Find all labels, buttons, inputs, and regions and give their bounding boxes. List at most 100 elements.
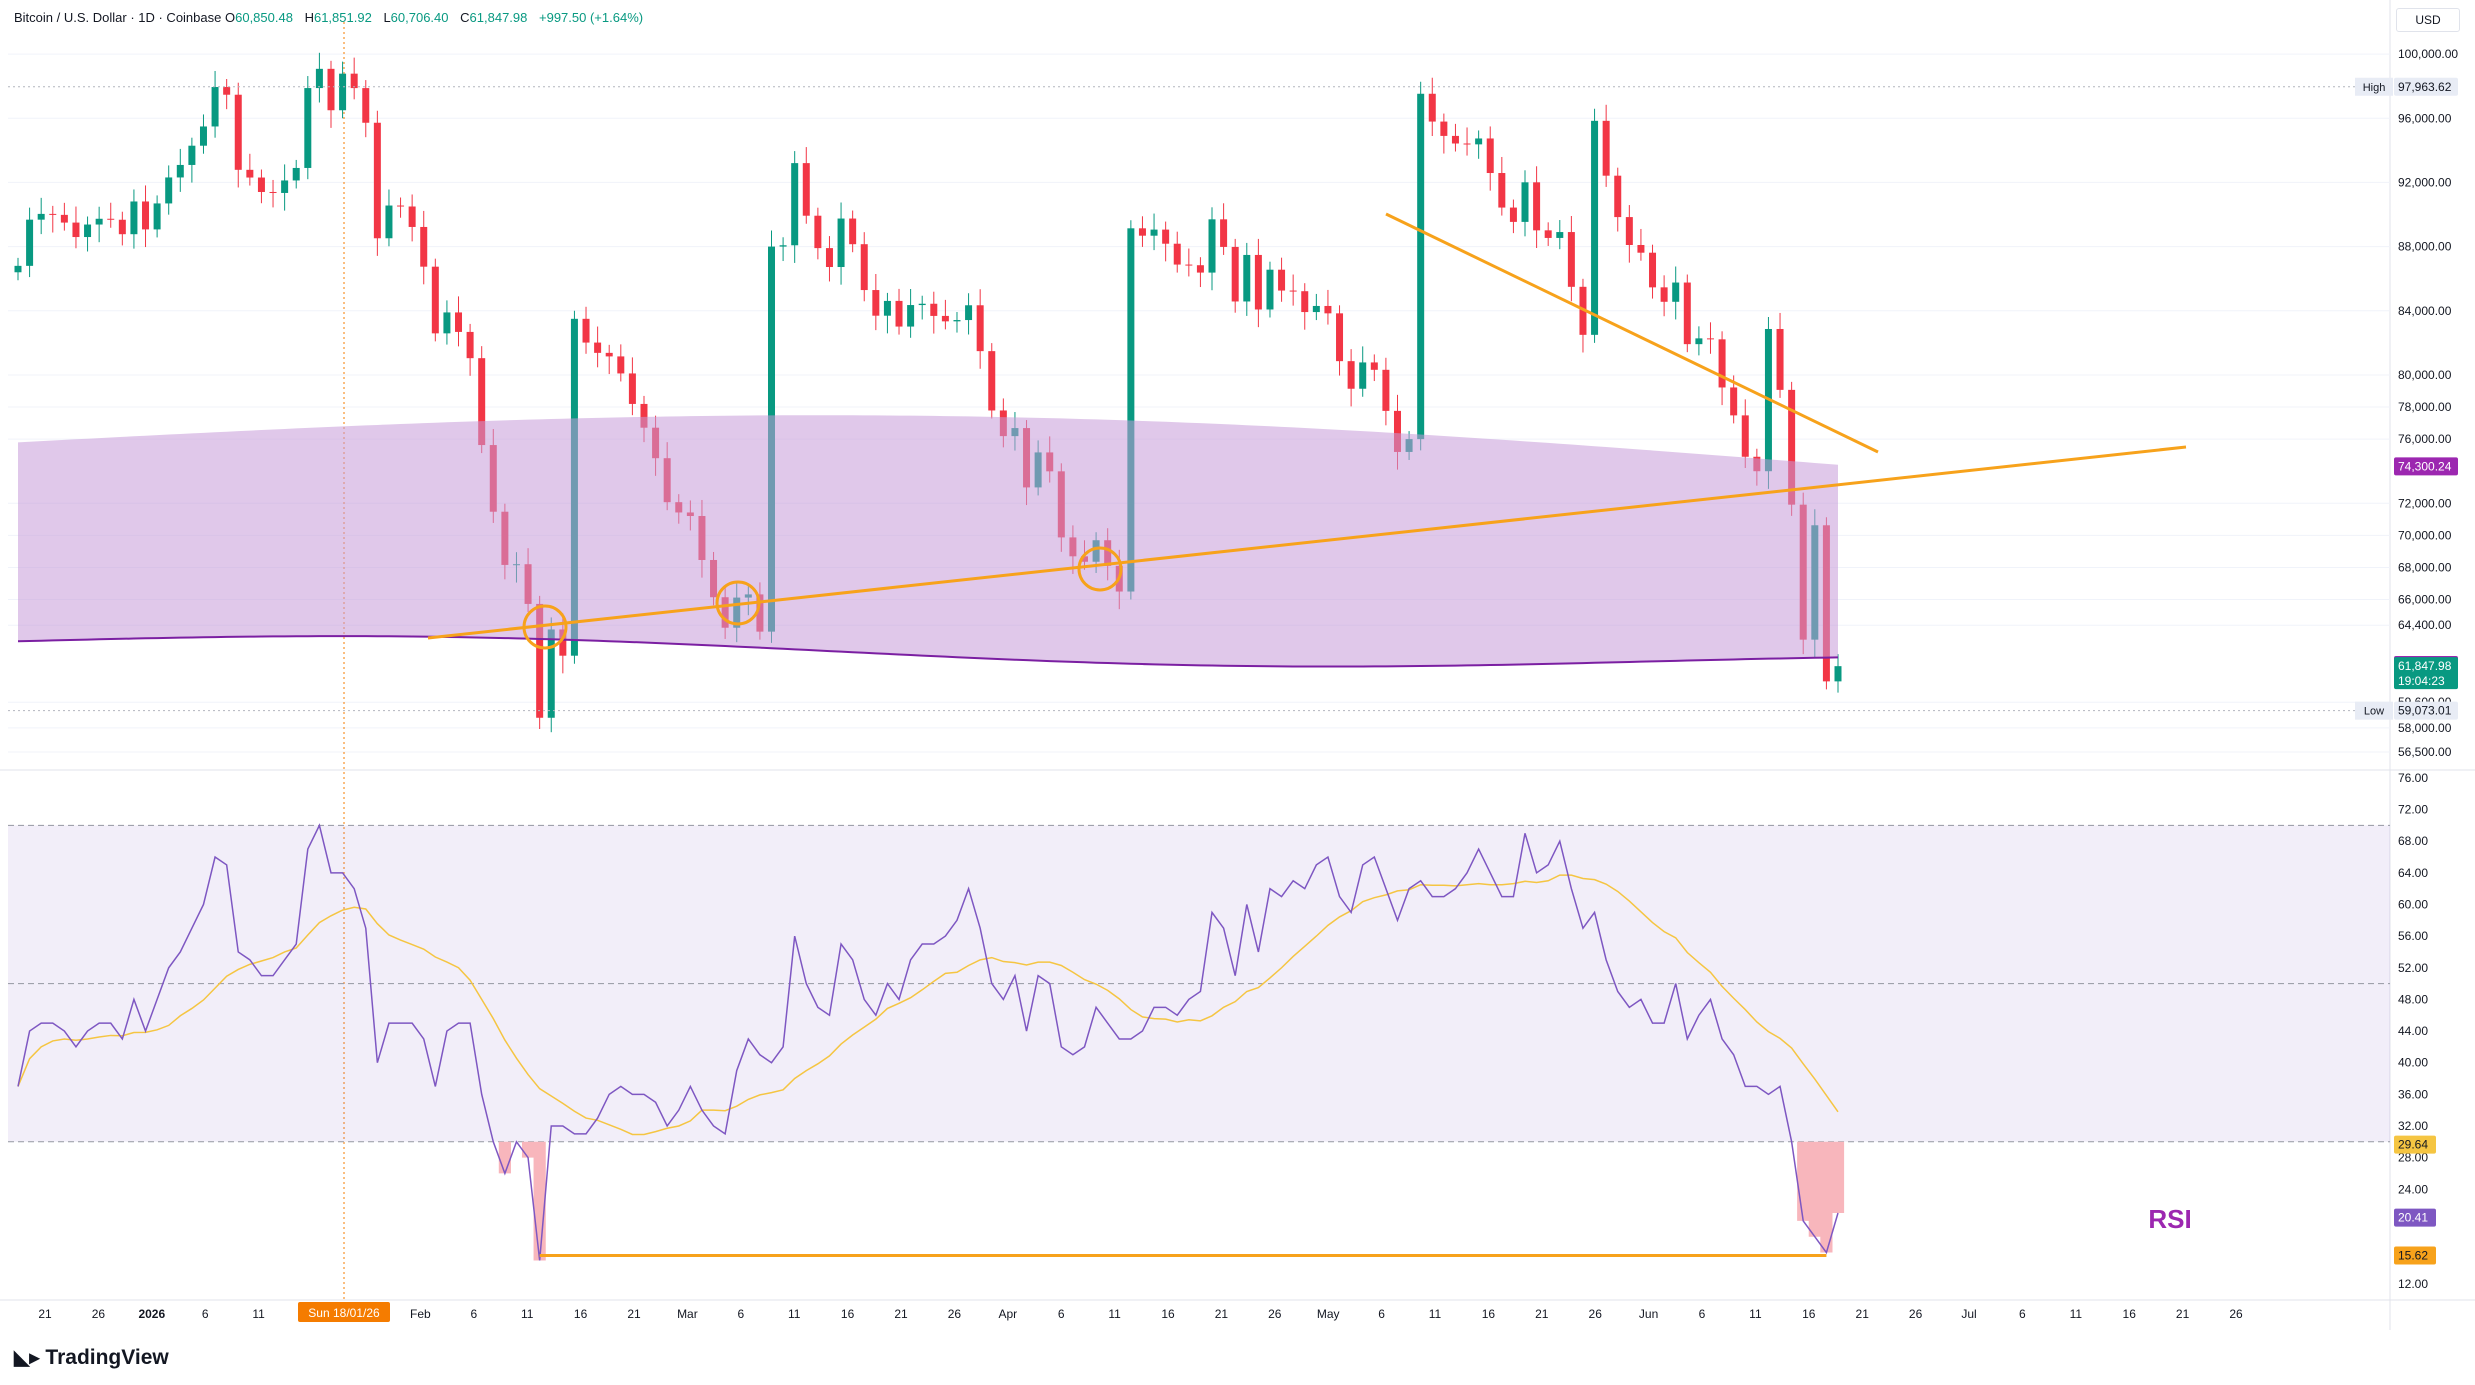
price-tick-label: 88,000.00 [2398,240,2452,254]
candle-body [1254,254,1262,310]
candle-body [988,351,996,411]
candle-body [1591,120,1599,335]
candle-body [1533,182,1541,231]
candle-body [1625,217,1633,245]
candle-body [628,373,636,404]
crosshair-date-label: Sun 18/01/26 [308,1306,380,1320]
rsi-tick-label: 40.00 [2398,1056,2428,1070]
candle-body [1359,362,1367,389]
time-tick-label: 6 [1699,1307,1706,1321]
time-tick-label: 26 [92,1307,106,1321]
candle-body [1706,338,1714,340]
rsi-value-label: 15.62 [2398,1249,2428,1263]
candle-body [211,87,219,127]
candle-body [397,205,405,207]
candle-body [1614,175,1622,218]
candle-body [1695,338,1703,345]
time-tick-label: 11 [1749,1307,1762,1321]
time-tick-label: 21 [894,1307,908,1321]
currency-selector[interactable]: USD [2396,8,2460,32]
candle-body [1602,120,1610,176]
bar-countdown: 19:04:23 [2398,674,2445,688]
candle-body [107,218,115,220]
candle-body [199,126,207,146]
rsi-tick-label: 48.00 [2398,992,2428,1006]
candle-body [617,356,625,374]
candle-body [269,191,277,193]
price-tick-label: 92,000.00 [2398,175,2452,189]
time-tick-label: 21 [2176,1307,2190,1321]
candle-body [1428,93,1436,122]
time-tick-label: 6 [2019,1307,2026,1321]
time-tick-label: 26 [1909,1307,1923,1321]
high-label: H [304,10,314,25]
candle-body [1336,313,1344,362]
price-level-tag: High [2363,82,2386,94]
candle-body [257,177,265,192]
candle-body [825,248,833,268]
time-tick-label: 21 [627,1307,641,1321]
price-label-value: 74,300.24 [2398,459,2452,473]
rsi-oversold-fill [498,1141,1845,1261]
tradingview-logo[interactable]: ◣▸ TradingView [14,1345,169,1370]
candle-body [1683,282,1691,345]
candle-body [1347,361,1355,389]
time-tick-label: Mar [677,1307,698,1321]
price-tick-label: 100,000.00 [2398,47,2458,61]
envelope-lower-line [17,635,1839,668]
candle-body [1718,339,1726,388]
time-tick-label: 16 [841,1307,855,1321]
candle-body [1185,264,1193,266]
symbol-header: Bitcoin / U.S. Dollar · 1D · Coinbase O6… [14,10,651,25]
price-level-tag: Low [2364,706,2384,718]
rsi-tick-label: 28.00 [2398,1151,2428,1165]
candle-body [223,87,231,95]
price-label-bg [2394,701,2458,720]
candle-body [1370,362,1378,370]
time-tick-label: 2026 [138,1307,165,1321]
rsi-tick-label: 44.00 [2398,1024,2428,1038]
rsi-tick-label: 76.00 [2398,771,2428,785]
candle-body [281,180,289,193]
candle-body [350,73,358,89]
high-value: 61,851.92 [313,10,372,25]
candle-body [1289,290,1297,292]
rsi-value-badge [2394,1246,2436,1265]
open-value: 60,850.48 [235,10,293,25]
time-tick-label: 21 [1856,1307,1870,1321]
brand-text: TradingView [45,1346,169,1369]
rsi-tick-label: 56.00 [2398,929,2428,943]
candle-body [431,266,439,334]
candle-body [176,164,184,178]
candle-body [234,94,242,170]
candle-body [1324,305,1332,314]
candle-body [1788,389,1796,505]
time-tick-label: 26 [2229,1307,2243,1321]
touch-point-marker [522,604,568,650]
price-tick-label: 78,000.00 [2398,400,2452,414]
candle-body [26,219,34,266]
rsi-tick-label: 72.00 [2398,803,2428,817]
candle-body [640,403,648,428]
price-tick-label: 68,000.00 [2398,560,2452,574]
low-label: L [383,10,391,25]
candle-body [779,245,787,247]
candle-body [1637,244,1645,253]
time-tick-label: Feb [410,1307,431,1321]
candle-body [188,145,196,165]
candle-body [49,213,57,215]
price-tick-label: 66,000.00 [2398,593,2452,607]
candle-body [327,68,335,111]
candle-body [443,312,451,334]
time-tick-label: 11 [1429,1307,1442,1321]
time-tick-label: 11 [252,1307,265,1321]
rsi-tick-label: 60.00 [2398,897,2428,911]
price-tick-label: 64,400.00 [2398,618,2452,632]
time-tick-label: 16 [574,1307,588,1321]
open-label: O [224,10,236,25]
candle-body [582,318,590,343]
candle-body [1382,369,1390,411]
rsi-title: RSI [2148,1204,2191,1234]
time-tick-label: Apr [998,1307,1017,1321]
